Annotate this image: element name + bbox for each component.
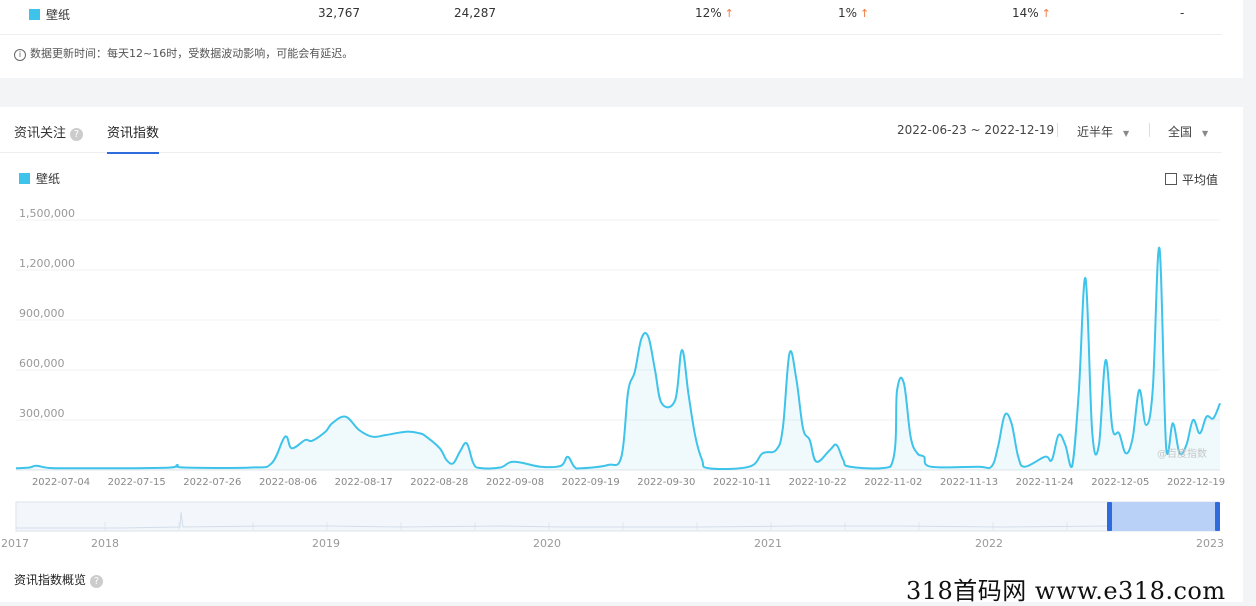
y-axis: 1,500,000 1,200,000 900,000 600,000 300,000 — [19, 207, 75, 420]
period-select[interactable]: 近半年 ▼ — [1077, 123, 1129, 140]
keyword-label: 壁纸 — [46, 8, 71, 22]
x-axis: 2022-07-04 2022-07-15 2022-07-26 2022-08-06… — [32, 477, 1225, 488]
grid-lines — [16, 219, 1220, 471]
x-tick-label: 2022-09-30 — [637, 477, 695, 488]
change-cell-1: 12% ↑ — [695, 6, 734, 20]
info-icon: i — [14, 49, 26, 61]
x-tick-label: 2022-12-19 — [1167, 477, 1225, 488]
y-tick-label: 600,000 — [19, 357, 65, 370]
legend-swatch — [19, 173, 30, 184]
caret-down-icon: ▼ — [1123, 129, 1130, 138]
tab-bar: 资讯关注? 资讯指数 2022-06-23 ~ 2022-12-19 近半年 ▼ … — [0, 107, 1222, 154]
x-tick-label: 2022-08-28 — [410, 477, 468, 488]
arrow-up-icon: ↑ — [860, 7, 870, 20]
help-icon[interactable]: ? — [90, 575, 104, 588]
x-tick-label: 2022-07-15 — [108, 477, 166, 488]
series-line — [15, 247, 1221, 471]
x-tick-label: 2022-08-06 — [259, 477, 317, 488]
series-area — [16, 247, 1220, 470]
value-cell-2: 24,287 — [454, 6, 496, 20]
site-watermark: 318首码网 www.e318.com — [906, 577, 1226, 605]
range-navigator[interactable]: 2017 2018 2019 2020 2021 2022 2023 — [1, 501, 1224, 550]
region-select-value: 全国 — [1168, 125, 1193, 139]
change-value: 12% — [695, 6, 722, 20]
tab-news-attention[interactable]: 资讯关注? — [14, 122, 84, 141]
x-tick-label: 2022-10-22 — [789, 477, 847, 488]
overview-title: 资讯指数概览? — [14, 571, 104, 588]
x-tick-label: 2022-11-13 — [940, 477, 998, 488]
navigator-year-label: 2023 — [1196, 537, 1224, 550]
divider — [1149, 123, 1150, 137]
divider — [1057, 123, 1058, 137]
update-note: i 数据更新时间：每天12~16时，受数据波动影响，可能会有延迟。 — [14, 45, 353, 61]
chart-legend[interactable]: 壁纸 — [19, 170, 60, 187]
navigator-year-labels: 2017 2018 2019 2020 2021 2022 2023 — [1, 537, 1224, 550]
table-row: 壁纸 32,767 24,287 12% ↑ 1% ↑ 14% ↑ - — [0, 0, 1222, 35]
date-range-picker[interactable]: 2022-06-23 ~ 2022-12-19 — [897, 123, 1055, 137]
navigator-left-handle[interactable] — [1107, 502, 1112, 531]
y-tick-label: 1,200,000 — [19, 257, 75, 270]
navigator-year-label: 2019 — [312, 537, 340, 550]
change-value: 14% — [1012, 6, 1039, 20]
x-tick-label: 2022-09-08 — [486, 477, 544, 488]
navigator-right-handle[interactable] — [1215, 502, 1220, 531]
x-tick-label: 2022-12-05 — [1091, 477, 1149, 488]
update-note-text: 数据更新时间：每天12~16时，受数据波动影响，可能会有延迟。 — [30, 47, 354, 60]
average-label: 平均值 — [1182, 173, 1219, 187]
arrow-up-icon: ↑ — [1041, 7, 1051, 20]
y-tick-label: 900,000 — [19, 307, 65, 320]
x-tick-label: 2022-09-19 — [562, 477, 620, 488]
navigator-year-label: 2020 — [533, 537, 561, 550]
navigator-year-label: 2021 — [754, 537, 782, 550]
summary-table: 壁纸 32,767 24,287 12% ↑ 1% ↑ 14% ↑ - i 数据更新时间… — [0, 0, 1243, 78]
x-tick-label: 2022-07-04 — [32, 477, 90, 488]
help-icon[interactable]: ? — [70, 128, 84, 141]
navigator-overview-line — [16, 511, 1109, 529]
value-cell-1: 32,767 — [318, 6, 360, 20]
overview-title-text: 资讯指数概览 — [14, 573, 87, 587]
checkbox-icon[interactable] — [1165, 173, 1177, 185]
x-tick-label: 2022-10-11 — [713, 477, 771, 488]
navigator-year-label: 2022 — [975, 537, 1003, 550]
period-select-value: 近半年 — [1077, 125, 1114, 139]
x-tick-label: 2022-11-24 — [1016, 477, 1074, 488]
change-cell-2: 1% ↑ — [838, 6, 869, 20]
value-cell-6: - — [1180, 6, 1185, 20]
change-value: 1% — [838, 6, 858, 20]
navigator-selection[interactable] — [1110, 502, 1217, 531]
navigator-year-label: 2018 — [91, 537, 119, 550]
arrow-up-icon: ↑ — [724, 7, 734, 20]
chart-watermark: @百度指数 — [1157, 447, 1207, 460]
x-tick-label: 2022-07-26 — [183, 477, 241, 488]
x-tick-label: 2022-08-17 — [335, 477, 393, 488]
navigator-year-label: 2017 — [1, 537, 29, 550]
legend-label: 壁纸 — [36, 172, 61, 186]
keyword-cell: 壁纸 — [29, 6, 70, 23]
series-color-swatch — [29, 9, 40, 20]
y-tick-label: 300,000 — [19, 407, 65, 420]
y-tick-label: 1,500,000 — [19, 207, 75, 220]
tab-news-index[interactable]: 资讯指数 — [107, 122, 160, 154]
change-cell-3: 14% ↑ — [1012, 6, 1051, 20]
average-toggle[interactable]: 平均值 — [1165, 171, 1218, 188]
tab-label: 资讯关注 — [14, 126, 67, 141]
x-tick-label: 2022-11-02 — [864, 477, 922, 488]
region-select[interactable]: 全国 ▼ — [1168, 123, 1208, 140]
caret-down-icon: ▼ — [1202, 129, 1209, 138]
